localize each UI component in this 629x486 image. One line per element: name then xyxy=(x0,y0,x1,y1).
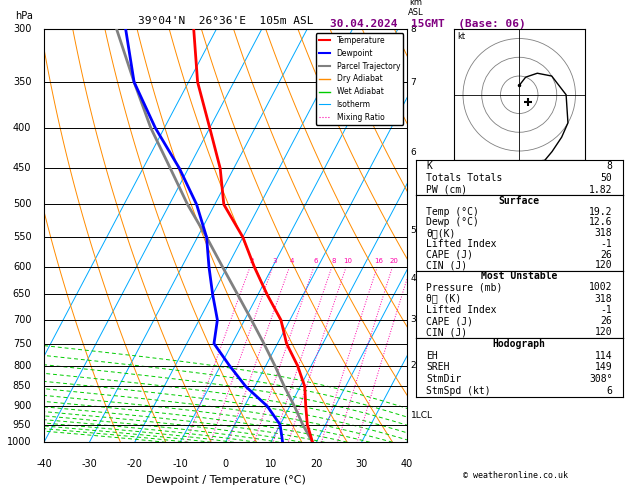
Text: 16: 16 xyxy=(374,258,384,264)
Text: 550: 550 xyxy=(13,232,31,242)
Text: 30.04.2024  15GMT  (Base: 06): 30.04.2024 15GMT (Base: 06) xyxy=(330,19,526,30)
Text: Lifted Index: Lifted Index xyxy=(426,239,497,249)
Text: 19.2: 19.2 xyxy=(589,207,613,217)
Text: Hodograph: Hodograph xyxy=(493,339,546,348)
Text: 350: 350 xyxy=(13,77,31,87)
Text: 120: 120 xyxy=(595,260,613,270)
Text: θᴇ(K): θᴇ(K) xyxy=(426,228,455,238)
Text: 1LCL: 1LCL xyxy=(411,411,433,420)
Text: 10: 10 xyxy=(265,459,277,469)
Text: © weatheronline.co.uk: © weatheronline.co.uk xyxy=(464,471,568,480)
Text: 7: 7 xyxy=(411,78,416,87)
Text: 3: 3 xyxy=(411,315,416,324)
Text: Dewpoint / Temperature (°C): Dewpoint / Temperature (°C) xyxy=(145,475,306,486)
Text: 750: 750 xyxy=(13,339,31,348)
Text: 8: 8 xyxy=(411,25,416,34)
Text: Most Unstable: Most Unstable xyxy=(481,271,557,281)
Text: 26: 26 xyxy=(601,316,613,326)
Text: 20: 20 xyxy=(390,258,399,264)
Text: hPa: hPa xyxy=(15,11,33,21)
Title: 39°04'N  26°36'E  105m ASL: 39°04'N 26°36'E 105m ASL xyxy=(138,16,313,26)
Text: θᴇ (K): θᴇ (K) xyxy=(426,294,461,304)
Text: 30: 30 xyxy=(355,459,368,469)
Text: -30: -30 xyxy=(82,459,97,469)
Text: 800: 800 xyxy=(13,361,31,371)
Text: SREH: SREH xyxy=(426,363,450,372)
Text: 850: 850 xyxy=(13,382,31,392)
Text: Surface: Surface xyxy=(499,196,540,206)
Text: 300: 300 xyxy=(13,24,31,34)
Text: Totals Totals: Totals Totals xyxy=(426,173,503,183)
Text: 2: 2 xyxy=(250,258,254,264)
Text: Dewp (°C): Dewp (°C) xyxy=(426,217,479,227)
Text: 4: 4 xyxy=(289,258,294,264)
Text: 600: 600 xyxy=(13,262,31,272)
Text: -20: -20 xyxy=(127,459,143,469)
Text: CAPE (J): CAPE (J) xyxy=(426,316,473,326)
Text: 950: 950 xyxy=(13,419,31,430)
Text: -1: -1 xyxy=(601,305,613,315)
Text: 4: 4 xyxy=(411,274,416,283)
Text: CIN (J): CIN (J) xyxy=(426,260,467,270)
Text: 6: 6 xyxy=(314,258,318,264)
Text: Pressure (mb): Pressure (mb) xyxy=(426,282,503,293)
Text: StmSpd (kt): StmSpd (kt) xyxy=(426,386,491,396)
Text: 0: 0 xyxy=(223,459,228,469)
Text: 120: 120 xyxy=(595,327,613,337)
Legend: Temperature, Dewpoint, Parcel Trajectory, Dry Adiabat, Wet Adiabat, Isotherm, Mi: Temperature, Dewpoint, Parcel Trajectory… xyxy=(316,33,403,125)
Text: EH: EH xyxy=(426,350,438,361)
Text: -10: -10 xyxy=(172,459,188,469)
Text: 149: 149 xyxy=(595,363,613,372)
Text: CIN (J): CIN (J) xyxy=(426,327,467,337)
Text: 20: 20 xyxy=(310,459,323,469)
Text: 114: 114 xyxy=(595,350,613,361)
Text: K: K xyxy=(426,161,432,171)
Text: 12.6: 12.6 xyxy=(589,217,613,227)
Text: 6: 6 xyxy=(411,148,416,157)
Text: 318: 318 xyxy=(595,294,613,304)
Text: 1002: 1002 xyxy=(589,282,613,293)
Text: 1000: 1000 xyxy=(7,437,31,447)
Text: 8: 8 xyxy=(331,258,336,264)
Text: 6: 6 xyxy=(606,386,613,396)
Text: 500: 500 xyxy=(13,199,31,209)
Text: Mixing Ratio (g/kg): Mixing Ratio (g/kg) xyxy=(431,280,440,360)
Text: 3: 3 xyxy=(272,258,277,264)
Text: 900: 900 xyxy=(13,401,31,411)
Text: 5: 5 xyxy=(411,226,416,235)
Text: StmDir: StmDir xyxy=(426,374,461,384)
Text: 8: 8 xyxy=(606,161,613,171)
Text: 700: 700 xyxy=(13,315,31,325)
Text: Temp (°C): Temp (°C) xyxy=(426,207,479,217)
Text: kt: kt xyxy=(457,32,465,40)
Text: 2: 2 xyxy=(411,361,416,370)
Text: 650: 650 xyxy=(13,290,31,299)
Text: 400: 400 xyxy=(13,123,31,133)
Text: 308°: 308° xyxy=(589,374,613,384)
Text: 450: 450 xyxy=(13,163,31,174)
Text: Lifted Index: Lifted Index xyxy=(426,305,497,315)
Text: km
ASL: km ASL xyxy=(408,0,424,17)
Text: PW (cm): PW (cm) xyxy=(426,185,467,194)
Text: 50: 50 xyxy=(601,173,613,183)
Text: -40: -40 xyxy=(36,459,52,469)
Text: 318: 318 xyxy=(595,228,613,238)
Text: CAPE (J): CAPE (J) xyxy=(426,249,473,260)
Text: 40: 40 xyxy=(401,459,413,469)
Text: 26: 26 xyxy=(601,249,613,260)
Text: 10: 10 xyxy=(343,258,352,264)
Text: -1: -1 xyxy=(601,239,613,249)
Text: 1.82: 1.82 xyxy=(589,185,613,194)
